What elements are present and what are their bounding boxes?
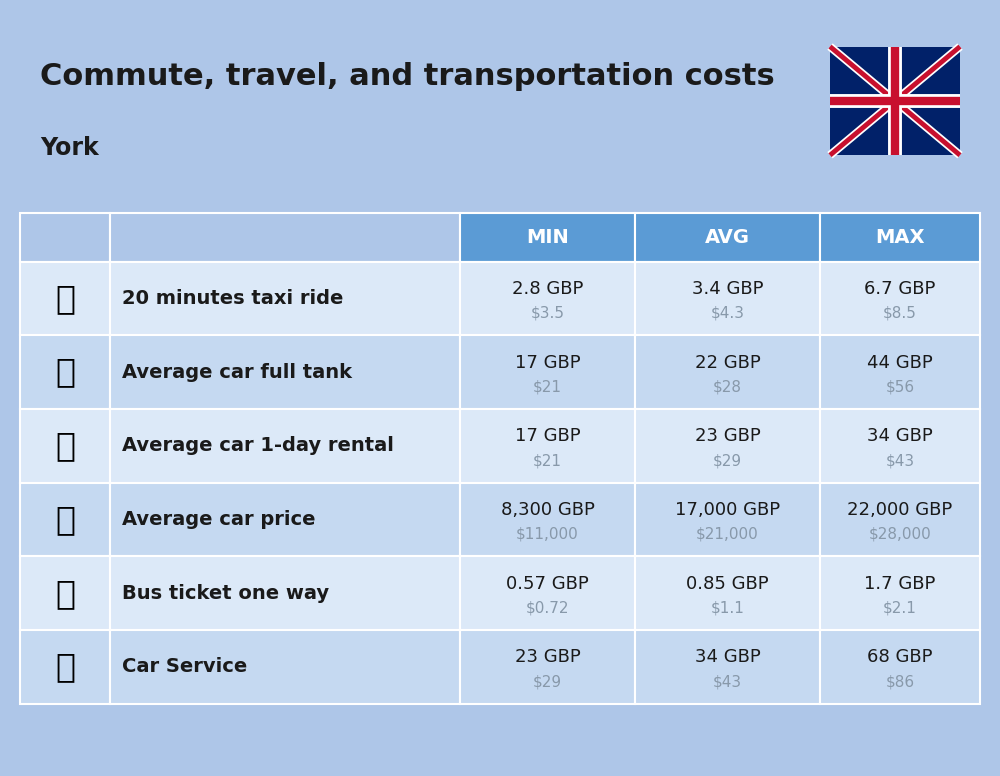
Text: 🔧: 🔧: [55, 650, 75, 684]
Text: 2.8 GBP: 2.8 GBP: [512, 280, 583, 298]
FancyBboxPatch shape: [460, 483, 635, 556]
Text: $28,000: $28,000: [869, 527, 931, 542]
Text: 🚙: 🚙: [55, 429, 75, 462]
Text: 3.4 GBP: 3.4 GBP: [692, 280, 763, 298]
FancyBboxPatch shape: [820, 483, 980, 556]
FancyBboxPatch shape: [20, 409, 110, 483]
FancyBboxPatch shape: [820, 630, 980, 704]
Text: 17,000 GBP: 17,000 GBP: [675, 501, 780, 519]
Text: MAX: MAX: [875, 228, 925, 247]
FancyBboxPatch shape: [20, 483, 110, 556]
FancyBboxPatch shape: [110, 262, 460, 335]
Text: $0.72: $0.72: [526, 601, 569, 615]
FancyBboxPatch shape: [635, 409, 820, 483]
FancyBboxPatch shape: [820, 335, 980, 409]
Text: $8.5: $8.5: [883, 306, 917, 320]
Text: 23 GBP: 23 GBP: [695, 428, 760, 445]
Text: MIN: MIN: [526, 228, 569, 247]
FancyBboxPatch shape: [110, 335, 460, 409]
FancyBboxPatch shape: [820, 262, 980, 335]
Text: $29: $29: [533, 674, 562, 689]
Text: $28: $28: [713, 379, 742, 394]
Text: Average car 1-day rental: Average car 1-day rental: [122, 436, 394, 456]
Text: $43: $43: [885, 453, 915, 468]
Text: Car Service: Car Service: [122, 657, 247, 677]
Bar: [830, 47, 960, 155]
Text: York: York: [40, 136, 99, 160]
Text: 6.7 GBP: 6.7 GBP: [864, 280, 936, 298]
FancyBboxPatch shape: [110, 483, 460, 556]
Text: 🚌: 🚌: [55, 577, 75, 610]
Text: $1.1: $1.1: [711, 601, 744, 615]
Text: $29: $29: [713, 453, 742, 468]
Text: 68 GBP: 68 GBP: [867, 649, 933, 667]
Text: 17 GBP: 17 GBP: [515, 354, 580, 372]
Text: ⛽: ⛽: [55, 355, 75, 389]
FancyBboxPatch shape: [110, 556, 460, 630]
FancyBboxPatch shape: [460, 556, 635, 630]
FancyBboxPatch shape: [635, 262, 820, 335]
FancyBboxPatch shape: [20, 335, 110, 409]
FancyBboxPatch shape: [635, 630, 820, 704]
Text: $2.1: $2.1: [883, 601, 917, 615]
Text: 22 GBP: 22 GBP: [695, 354, 760, 372]
FancyBboxPatch shape: [820, 556, 980, 630]
Text: 0.57 GBP: 0.57 GBP: [506, 575, 589, 593]
Text: 44 GBP: 44 GBP: [867, 354, 933, 372]
Text: $21,000: $21,000: [696, 527, 759, 542]
Text: AVG: AVG: [705, 228, 750, 247]
Text: $21: $21: [533, 453, 562, 468]
FancyBboxPatch shape: [20, 630, 110, 704]
Text: 17 GBP: 17 GBP: [515, 428, 580, 445]
Text: 34 GBP: 34 GBP: [695, 649, 760, 667]
Text: $86: $86: [885, 674, 915, 689]
Text: 22,000 GBP: 22,000 GBP: [847, 501, 953, 519]
Text: Commute, travel, and transportation costs: Commute, travel, and transportation cost…: [40, 62, 775, 91]
FancyBboxPatch shape: [635, 483, 820, 556]
Text: 1.7 GBP: 1.7 GBP: [864, 575, 936, 593]
Text: 8,300 GBP: 8,300 GBP: [501, 501, 594, 519]
FancyBboxPatch shape: [635, 556, 820, 630]
FancyBboxPatch shape: [20, 262, 110, 335]
FancyBboxPatch shape: [20, 213, 110, 262]
Text: $4.3: $4.3: [710, 306, 744, 320]
FancyBboxPatch shape: [635, 335, 820, 409]
FancyBboxPatch shape: [460, 262, 635, 335]
FancyBboxPatch shape: [460, 409, 635, 483]
FancyBboxPatch shape: [820, 213, 980, 262]
Text: 🚗: 🚗: [55, 503, 75, 536]
FancyBboxPatch shape: [460, 630, 635, 704]
FancyBboxPatch shape: [460, 213, 635, 262]
FancyBboxPatch shape: [820, 409, 980, 483]
Text: $21: $21: [533, 379, 562, 394]
FancyBboxPatch shape: [110, 630, 460, 704]
Text: Bus ticket one way: Bus ticket one way: [122, 584, 329, 603]
Text: 20 minutes taxi ride: 20 minutes taxi ride: [122, 289, 343, 308]
FancyBboxPatch shape: [460, 335, 635, 409]
Text: 0.85 GBP: 0.85 GBP: [686, 575, 769, 593]
Text: 23 GBP: 23 GBP: [515, 649, 580, 667]
Text: 34 GBP: 34 GBP: [867, 428, 933, 445]
Text: $3.5: $3.5: [530, 306, 564, 320]
Text: $43: $43: [713, 674, 742, 689]
Text: 🚕: 🚕: [55, 282, 75, 315]
Text: Average car price: Average car price: [122, 510, 316, 529]
Text: $56: $56: [885, 379, 915, 394]
Text: Average car full tank: Average car full tank: [122, 362, 352, 382]
Text: $11,000: $11,000: [516, 527, 579, 542]
FancyBboxPatch shape: [635, 213, 820, 262]
FancyBboxPatch shape: [110, 409, 460, 483]
FancyBboxPatch shape: [110, 213, 460, 262]
FancyBboxPatch shape: [20, 556, 110, 630]
